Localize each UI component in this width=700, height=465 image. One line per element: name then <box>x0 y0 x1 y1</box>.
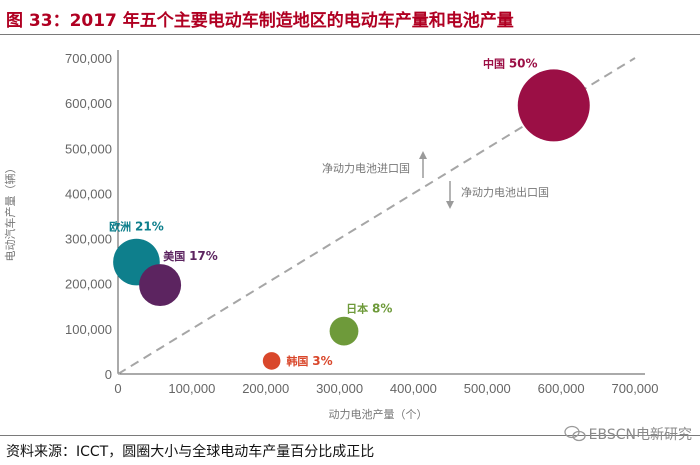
bubble-share: 17% <box>189 249 218 263</box>
watermark: EBSCN电新研究 <box>564 424 692 444</box>
y-tick-label: 0 <box>105 367 112 382</box>
y-axis-ticks: 0 100,000 200,000 300,000 400,000 500,000 600,… <box>65 51 112 382</box>
chart-axes <box>117 50 645 375</box>
bubble-日本 <box>329 316 359 346</box>
x-axis-label: 动力电池产量（个） <box>329 407 428 421</box>
x-tick-label: 500,000 <box>464 381 511 396</box>
source-divider <box>0 435 700 436</box>
y-tick-label: 700,000 <box>65 51 112 66</box>
x-tick-label: 300,000 <box>316 381 363 396</box>
bubble-region: 韩国 <box>286 354 312 368</box>
bubbles-layer <box>113 69 590 370</box>
bubble-label: 日本 8% <box>346 302 392 316</box>
x-tick-label: 600,000 <box>538 381 585 396</box>
y-tick-label: 400,000 <box>65 186 112 201</box>
y-tick-label: 600,000 <box>65 96 112 111</box>
bubble-chart: 0 100,000 200,000 300,000 400,000 500,000 600,… <box>3 50 659 421</box>
x-tick-label: 200,000 <box>242 381 289 396</box>
bubble-美国 <box>139 264 182 307</box>
x-tick-label: 100,000 <box>168 381 215 396</box>
y-tick-label: 100,000 <box>65 322 112 337</box>
bubble-region: 欧洲 <box>109 220 135 234</box>
y-tick-label: 200,000 <box>65 277 112 292</box>
figure-title: 图 33：2017 年五个主要电动车制造地区的电动车产量和电池产量 <box>6 11 514 31</box>
x-tick-label: 400,000 <box>390 381 437 396</box>
bubble-share: 50% <box>509 56 538 70</box>
wechat-icon <box>564 425 586 442</box>
import-arrow <box>419 151 427 178</box>
bubble-share: 21% <box>135 220 164 234</box>
bubble-region: 美国 <box>163 249 189 263</box>
bubble-label: 中国 50% <box>483 56 538 70</box>
bubble-label: 韩国 3% <box>286 354 332 368</box>
title-divider <box>0 34 700 35</box>
bubble-labels-layer: 中国 50% 欧洲 21% 美国 17% 日本 8% 韩国 3% <box>109 56 537 368</box>
bubble-中国 <box>517 69 590 142</box>
import-annotation: 净动力电池进口国 <box>322 161 410 175</box>
x-axis-ticks: 0 100,000 200,000 300,000 400,000 500,000 600,… <box>114 381 658 396</box>
bubble-label: 美国 17% <box>163 249 218 263</box>
watermark-text: EBSCN电新研究 <box>588 427 692 443</box>
x-tick-label: 700,000 <box>612 381 659 396</box>
source-note: 资料来源：ICCT，圆圈大小与全球电动车产量百分比成正比 <box>6 444 375 460</box>
bubble-share: 8% <box>372 302 392 316</box>
parity-reference-line <box>117 57 636 375</box>
bubble-韩国 <box>262 352 281 370</box>
y-tick-label: 500,000 <box>65 141 112 156</box>
y-tick-label: 300,000 <box>65 232 112 247</box>
y-axis-label: 电动汽车产量（辆） <box>3 163 17 262</box>
bubble-label: 欧洲 21% <box>109 220 164 234</box>
bubble-region: 日本 <box>346 302 372 316</box>
bubble-region: 中国 <box>483 56 509 70</box>
bubble-share: 3% <box>312 354 332 368</box>
export-arrow <box>446 181 454 209</box>
x-tick-label: 0 <box>114 381 121 396</box>
export-annotation: 净动力电池出口国 <box>461 185 549 199</box>
